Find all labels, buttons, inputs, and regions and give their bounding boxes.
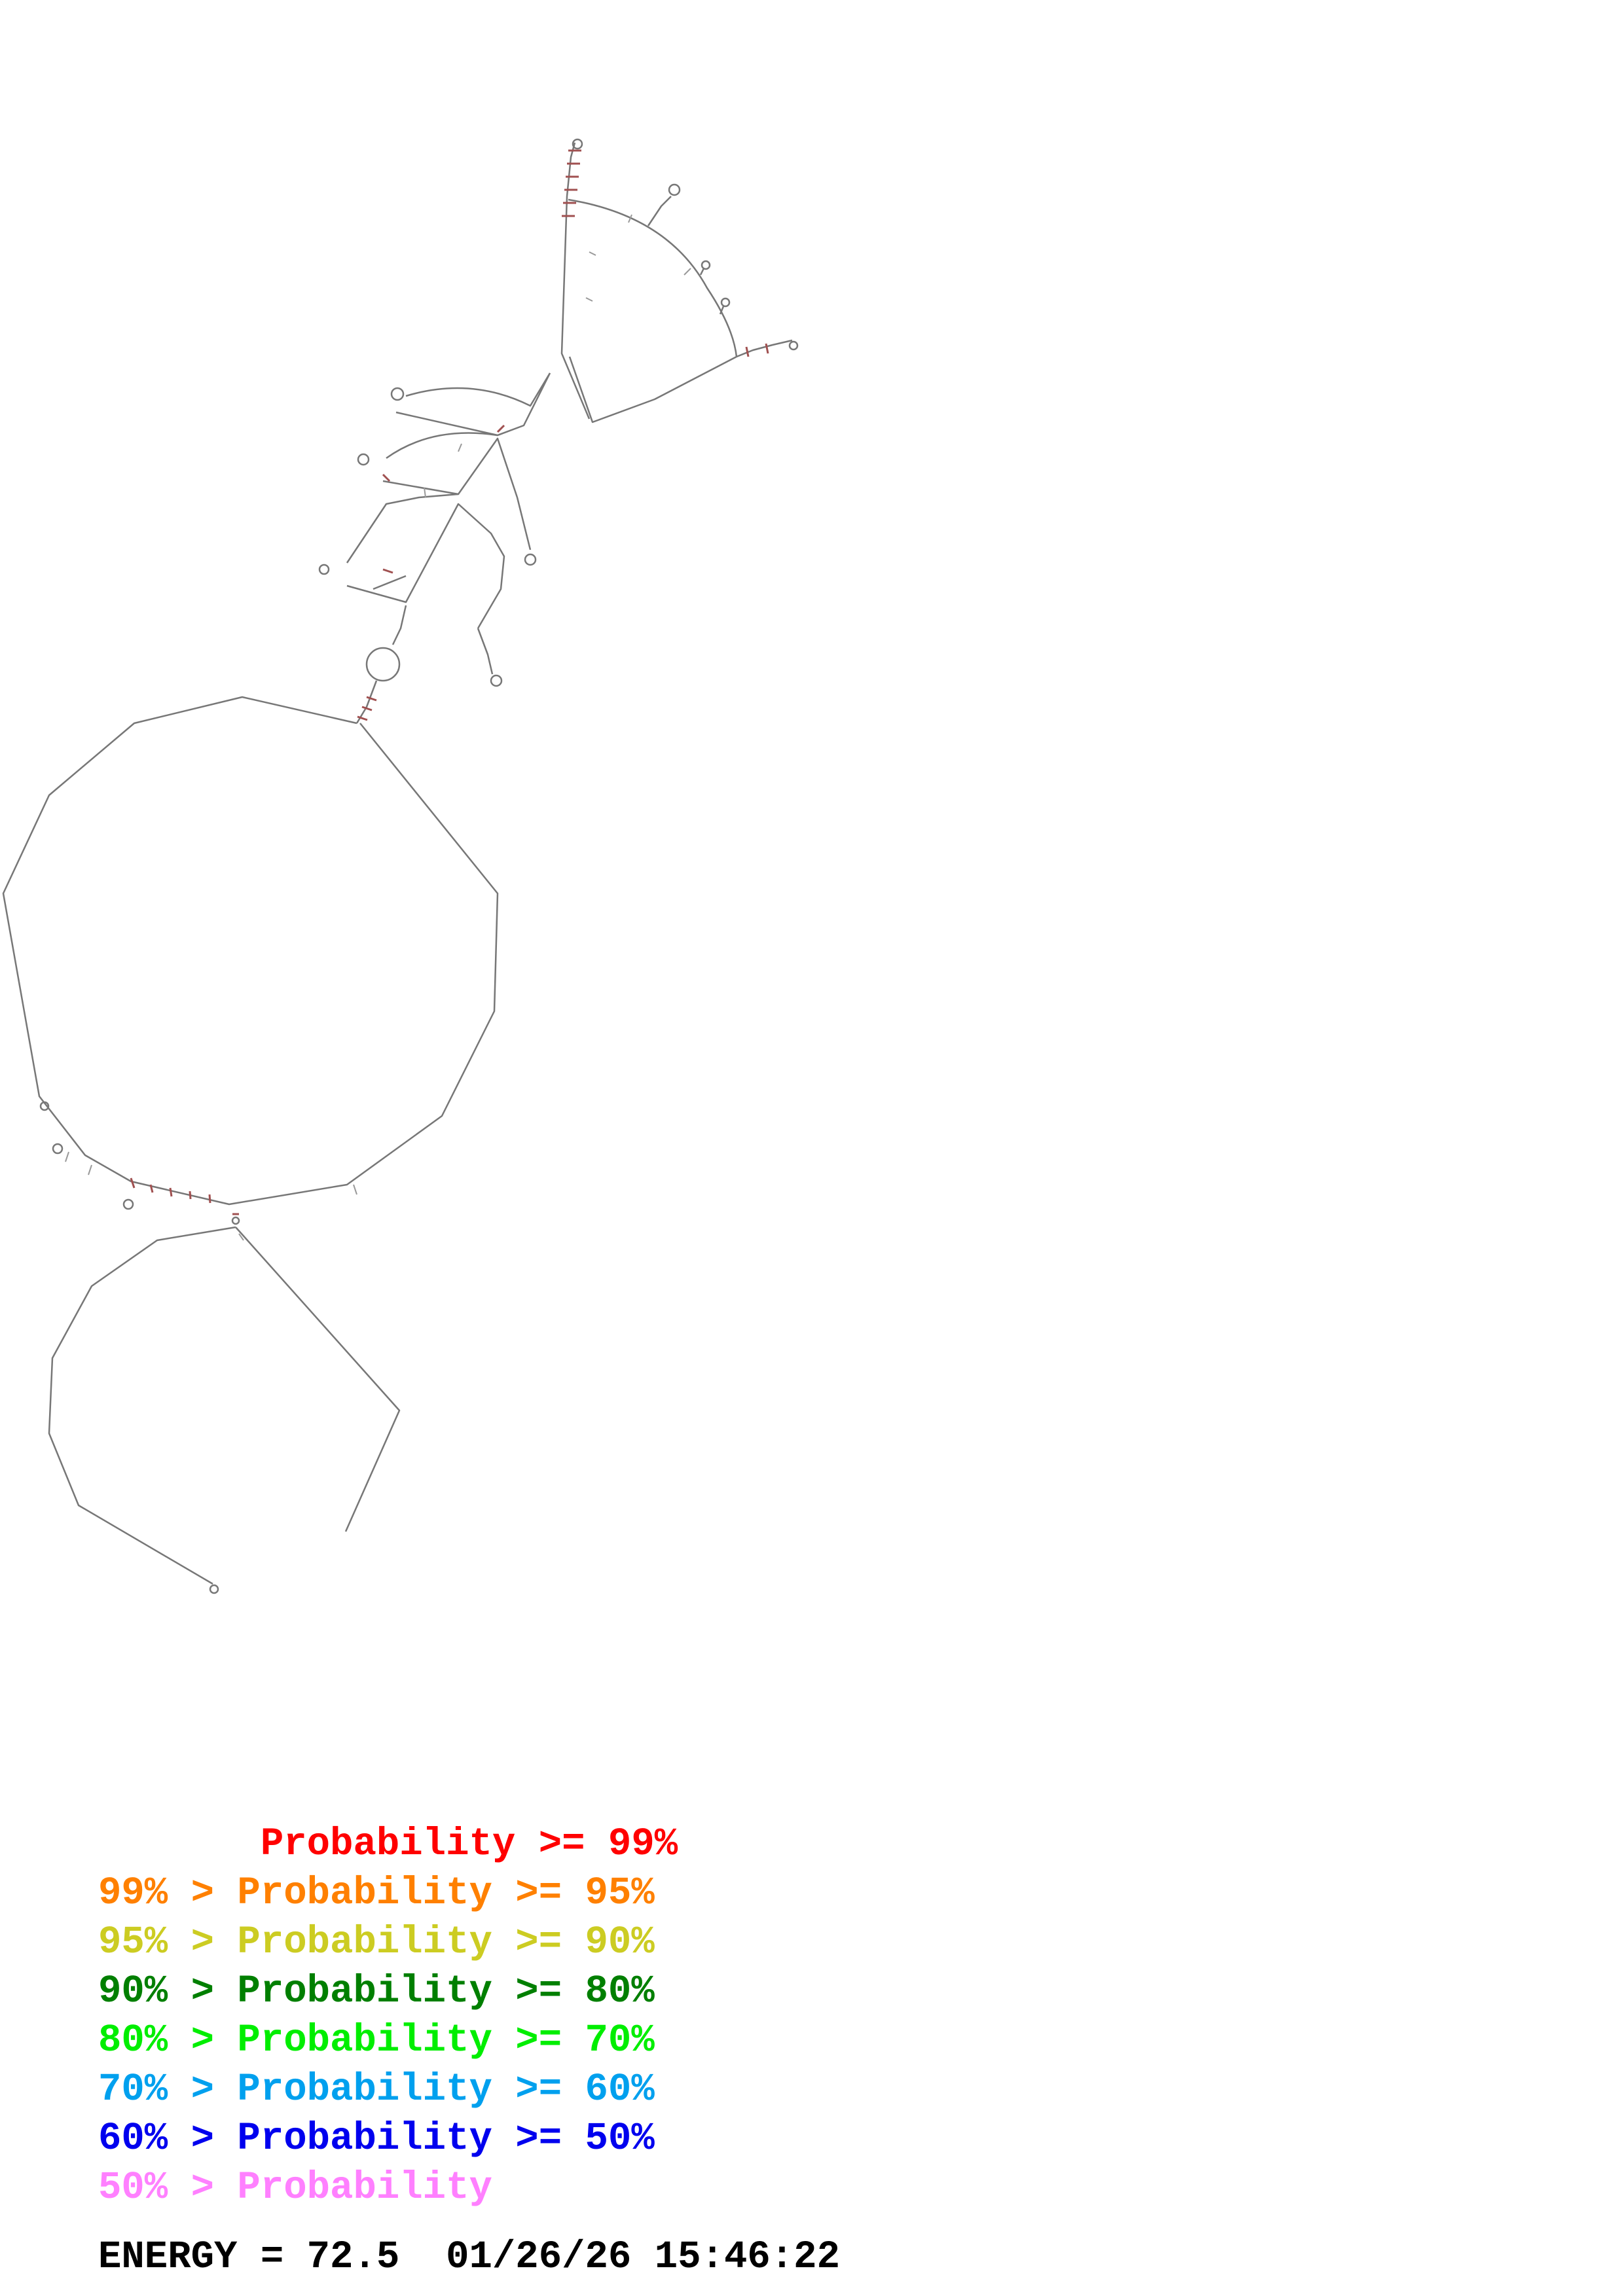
backbone-right-hairpin-1: [647, 196, 672, 226]
backbone-middle-left-1: [346, 493, 459, 564]
legend-item-60: 70% > Probability >= 60%: [98, 2068, 655, 2111]
backbone-upper-left-2: [395, 372, 551, 437]
hairpin-loop-large-3: [122, 1198, 134, 1210]
legend-item-99: Probability >= 99%: [98, 1822, 678, 1866]
backbone-right-hairpin-2: [699, 268, 705, 276]
backbone-large-loop: [2, 696, 499, 1206]
backbone-lower-loop: [48, 1226, 236, 1585]
base-pairs-large-loop: [130, 1177, 239, 1215]
hairpin-loop-right-3: [720, 297, 731, 308]
hairpin-loop-large-1: [39, 1101, 50, 1111]
hairpin-loop-right-2: [701, 260, 711, 270]
backbone-middle-left-3: [373, 575, 407, 590]
hairpin-loop-right-1: [668, 183, 681, 196]
hairpin-loop-left-3: [524, 553, 537, 566]
rna-structure-diagram: [2, 138, 799, 1594]
legend-item-50: 60% > Probability >= 50%: [98, 2117, 655, 2161]
backbone-right-hairpin-3: [719, 306, 725, 315]
base-pairs-top-stem: [562, 149, 581, 217]
energy-timestamp: ENERGY = 72.5 01/26/26 15:46:22: [98, 2235, 840, 2279]
base-pairs-right: [745, 343, 769, 357]
backbone-upper-left-1: [405, 372, 551, 407]
legend-item-below-50: 50% > Probability: [98, 2166, 492, 2210]
legend-item-80: 90% > Probability >= 80%: [98, 1969, 655, 2013]
legend-item-90: 95% > Probability >= 90%: [98, 1920, 655, 1964]
unpaired-ticks: [65, 214, 691, 1241]
hairpin-loop-large-4: [231, 1216, 240, 1225]
legend-item-70: 80% > Probability >= 70%: [98, 2018, 655, 2062]
backbone-right-stem-4: [736, 339, 793, 358]
hairpin-loop-left-1: [390, 387, 405, 401]
hairpin-loop-top: [572, 138, 583, 150]
internal-loop-center: [365, 647, 401, 682]
hairpin-loop-bottom: [209, 1584, 219, 1594]
backbone-right-hairpin-5: [477, 628, 494, 675]
hairpin-loop-left-2: [357, 453, 370, 466]
backbone-lower-tail: [235, 1227, 401, 1532]
legend-item-95: 99% > Probability >= 95%: [98, 1871, 655, 1915]
backbone-right-return: [568, 355, 737, 423]
base-pairs-left: [382, 424, 505, 574]
backbone-middle-left-2: [346, 503, 505, 629]
probability-legend: Probability >= 99% 99% > Probability >= …: [98, 1820, 1015, 2212]
hairpin-loop-right-5: [490, 674, 503, 687]
hairpin-loop-left-4: [318, 564, 330, 575]
base-pairs-center-stem: [357, 696, 377, 721]
backbone-upper-left-4: [382, 437, 532, 550]
hairpin-loop-right-4: [788, 340, 799, 351]
backbone-inner-stem: [392, 605, 407, 645]
backbone-right-arc: [568, 198, 738, 357]
backbone-upper-left-3: [386, 432, 498, 459]
backbone-top-stem: [560, 142, 591, 420]
hairpin-loop-large-2: [52, 1143, 64, 1155]
